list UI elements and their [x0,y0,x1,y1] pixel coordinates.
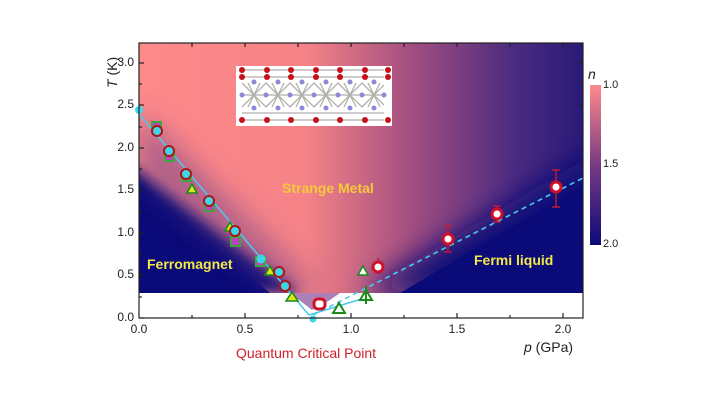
ytick-5: 2.5 [117,97,134,111]
fermi-liquid-label: Fermi liquid [474,252,554,268]
ferromagnet-label: Ferromagnet [147,256,233,272]
y-axis-label: T (K) [104,56,120,88]
colorbar-tick-1.0: 1.0 [603,79,619,91]
crystal-structure-inset [236,66,392,126]
xtick-4: 2.0 [554,322,572,336]
xtick-2: 1.0 [342,322,360,336]
series-red-open-circles [312,169,563,311]
axes-frame [138,42,584,319]
ytick-6: 3.0 [117,55,134,69]
ytick-0: 0.0 [117,310,134,324]
ytick-4: 2.0 [117,140,134,154]
ytick-3: 1.5 [117,182,134,196]
x-axis-label: p (GPa) [524,339,574,355]
colorbar-title: n [588,66,596,82]
xtick-3: 1.5 [448,322,466,336]
ytick-1: 0.5 [117,267,134,281]
colorbar [590,85,601,245]
xtick-1: 0.5 [236,322,254,336]
ytick-2: 1.0 [117,225,134,239]
xtick-0: 0.0 [130,322,148,336]
strange-metal-label: Strange Metal [282,180,374,196]
colorbar-tick-1.5: 1.5 [603,158,619,170]
colorbar-tick-2.0: 2.0 [603,238,619,250]
qcp-label: Quantum Critical Point [236,345,377,361]
